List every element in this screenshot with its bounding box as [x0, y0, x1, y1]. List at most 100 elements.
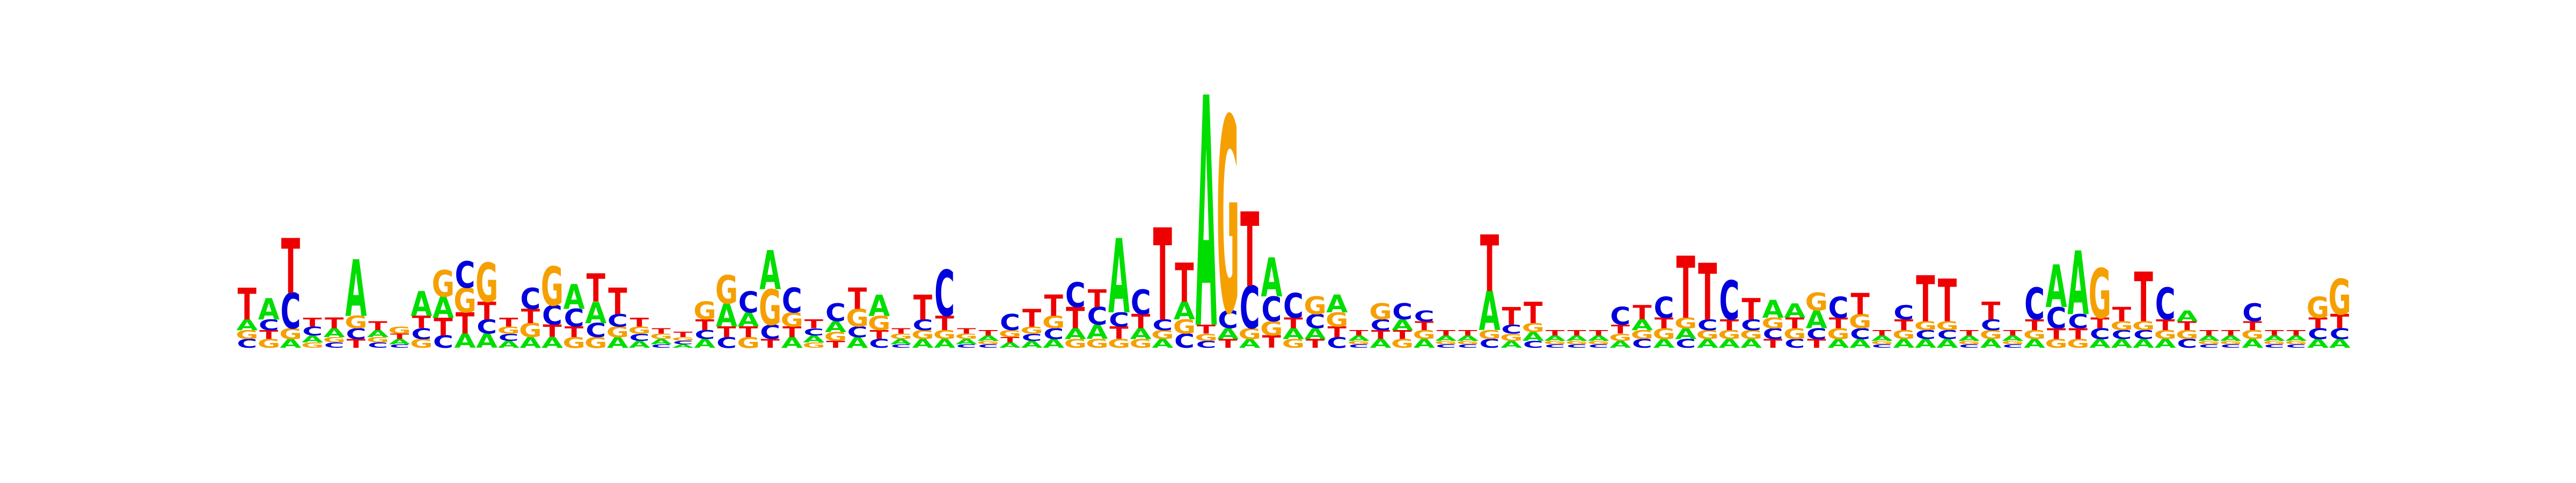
logo-letter-t: T — [1960, 328, 1979, 337]
logo-letter-g: G — [1369, 299, 1392, 325]
logo-letter-t: T — [1458, 328, 1477, 337]
logo-letter-a: A — [476, 330, 498, 353]
logo-letter-c: C — [1240, 275, 1260, 342]
logo-letter-g: G — [475, 252, 498, 314]
logo-letter-a: A — [1392, 317, 1413, 334]
logo-letter-a: A — [607, 334, 628, 352]
logo-letter-g: G — [911, 328, 934, 342]
logo-letter-t: T — [2243, 319, 2262, 333]
logo-letter-g: G — [693, 297, 716, 325]
logo-letter-g: G — [323, 336, 346, 345]
logo-letter-t: T — [630, 316, 649, 330]
logo-letter-t: T — [717, 324, 736, 341]
logo-letter-a: A — [694, 337, 715, 351]
logo-letter-a: A — [1414, 337, 1435, 351]
logo-letter-g: G — [2067, 337, 2089, 351]
logo-letter-c: C — [1392, 299, 1413, 325]
logo-letter-g: G — [584, 334, 607, 352]
logo-letter-t: T — [412, 313, 431, 333]
logo-letter-a: A — [1021, 339, 1043, 350]
logo-letter-c: C — [803, 327, 824, 338]
logo-letter-a: A — [564, 277, 585, 317]
logo-letter-c: C — [1196, 339, 1217, 350]
logo-letter-c: C — [281, 284, 301, 340]
logo-letter-t: T — [913, 288, 933, 328]
logo-letter-g: G — [1086, 337, 1108, 351]
logo-letter-c: C — [1545, 343, 1565, 349]
logo-letter-t: T — [543, 321, 561, 341]
logo-letter-t: T — [1698, 247, 1717, 338]
logo-letter-c: C — [455, 254, 475, 297]
logo-letter-c: C — [956, 343, 977, 349]
logo-letter-a: A — [716, 298, 737, 334]
logo-letter-g: G — [453, 281, 476, 321]
logo-letter-a: A — [345, 244, 367, 334]
logo-letter-t: T — [826, 339, 845, 350]
logo-letter-c: C — [433, 332, 453, 352]
logo-letter-c: C — [2002, 343, 2023, 349]
logo-letter-a: A — [1893, 337, 1914, 351]
logo-letter-a: A — [1784, 300, 1806, 323]
logo-letter-c: C — [2024, 280, 2045, 330]
logo-letter-g: G — [1282, 337, 1305, 351]
logo-letter-a: A — [672, 343, 694, 349]
logo-letter-c: C — [390, 343, 410, 349]
logo-letter-a: A — [585, 296, 606, 331]
logo-letter-g: G — [1761, 315, 1784, 332]
logo-letter-g: G — [1914, 319, 1937, 333]
logo-letter-a: A — [1152, 337, 1173, 351]
logo-letter-c: C — [629, 332, 649, 343]
logo-letter-t: T — [1611, 323, 1630, 336]
logo-letter-a: A — [1043, 337, 1064, 351]
logo-letter-c: C — [847, 324, 868, 341]
logo-letter-a: A — [1653, 337, 1675, 351]
logo-letter-a: A — [1806, 306, 1827, 334]
logo-letter-c: C — [1087, 303, 1107, 331]
logo-letter-a: A — [367, 328, 389, 340]
logo-letter-g: G — [1892, 328, 1915, 342]
logo-letter-a: A — [2242, 337, 2263, 351]
logo-letter-t: T — [281, 223, 300, 311]
logo-letter-c: C — [1937, 328, 1958, 342]
logo-letter-t: T — [739, 324, 758, 341]
logo-letter-a: A — [890, 338, 912, 346]
logo-letter-t: T — [957, 327, 976, 335]
logo-letter-a: A — [411, 284, 432, 324]
logo-letter-t: T — [1415, 319, 1433, 333]
logo-letter-c: C — [1763, 326, 1783, 343]
logo-letter-a: A — [1457, 334, 1479, 342]
logo-letter-a: A — [1980, 337, 2002, 351]
logo-letter-t: T — [368, 319, 387, 333]
logo-letter-t: T — [1284, 315, 1302, 332]
logo-letter-g: G — [1718, 328, 1740, 342]
logo-letter-g: G — [519, 319, 541, 342]
logo-letter-g: G — [388, 325, 411, 336]
logo-letter-g: G — [1348, 340, 1370, 345]
logo-letter-g: G — [868, 312, 890, 335]
logo-letter-t: T — [652, 327, 671, 335]
logo-letter-a: A — [541, 334, 563, 352]
